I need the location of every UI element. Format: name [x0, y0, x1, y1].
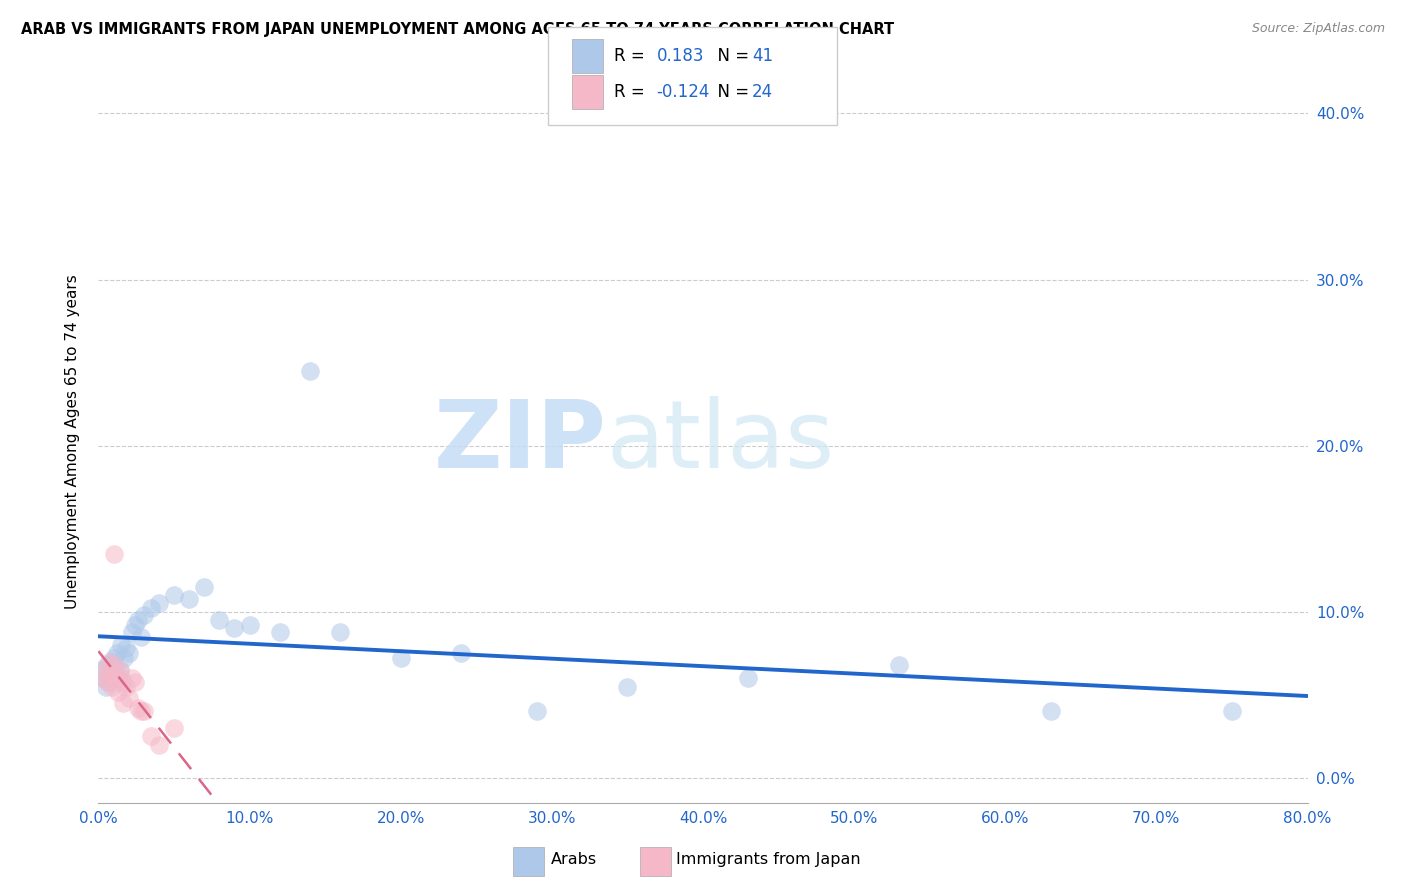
Point: [108, 663, 131, 677]
Text: 24: 24: [752, 83, 773, 101]
Point: [93, 671, 115, 685]
Text: ARAB VS IMMIGRANTS FROM JAPAN UNEMPLOYMENT AMONG AGES 65 TO 74 YEARS CORRELATION: ARAB VS IMMIGRANTS FROM JAPAN UNEMPLOYME…: [21, 22, 894, 37]
Point: [132, 608, 155, 623]
Point: [141, 601, 163, 615]
Text: N =: N =: [707, 47, 755, 65]
Point: [107, 671, 129, 685]
Point: [450, 646, 472, 660]
Point: [108, 663, 131, 677]
Point: [96, 674, 118, 689]
Point: [224, 621, 246, 635]
Point: [124, 618, 146, 632]
Point: [127, 613, 149, 627]
Point: [94, 663, 117, 677]
Point: [110, 671, 132, 685]
Text: R =: R =: [614, 83, 651, 101]
Point: [104, 661, 127, 675]
Point: [616, 680, 638, 694]
Text: Source: ZipAtlas.com: Source: ZipAtlas.com: [1251, 22, 1385, 36]
Point: [90, 663, 112, 677]
Point: [299, 364, 322, 378]
Point: [1220, 705, 1243, 719]
Point: [127, 701, 149, 715]
Point: [98, 674, 121, 689]
Point: [389, 651, 412, 665]
Point: [148, 738, 170, 752]
Point: [132, 705, 155, 719]
Point: [111, 674, 134, 689]
Point: [114, 680, 136, 694]
Point: [737, 671, 759, 685]
Point: [526, 705, 548, 719]
Point: [107, 684, 129, 698]
Point: [98, 655, 121, 669]
Point: [889, 657, 911, 672]
Point: [100, 668, 122, 682]
Point: [239, 618, 262, 632]
Point: [163, 588, 186, 602]
Point: [105, 674, 128, 689]
Point: [121, 624, 143, 639]
Y-axis label: Unemployment Among Ages 65 to 74 years: Unemployment Among Ages 65 to 74 years: [65, 274, 80, 609]
Point: [94, 680, 117, 694]
Point: [141, 730, 163, 744]
Point: [114, 641, 136, 656]
Point: [269, 624, 291, 639]
Point: [111, 696, 134, 710]
Point: [1039, 705, 1062, 719]
Text: atlas: atlas: [606, 395, 835, 488]
Text: Immigrants from Japan: Immigrants from Japan: [676, 853, 860, 867]
Text: -0.124: -0.124: [657, 83, 710, 101]
Point: [112, 651, 135, 665]
Point: [148, 597, 170, 611]
Point: [103, 547, 125, 561]
Point: [101, 680, 124, 694]
Text: N =: N =: [707, 83, 755, 101]
Point: [129, 630, 152, 644]
Point: [179, 591, 201, 606]
Point: [91, 671, 114, 685]
Point: [124, 674, 146, 689]
Text: ZIP: ZIP: [433, 395, 606, 488]
Point: [121, 671, 143, 685]
Point: [105, 646, 128, 660]
Point: [118, 691, 141, 706]
Point: [193, 580, 215, 594]
Point: [103, 651, 125, 665]
Text: 0.183: 0.183: [657, 47, 704, 65]
Point: [118, 646, 141, 660]
Point: [208, 613, 231, 627]
Text: R =: R =: [614, 47, 651, 65]
Text: Arabs: Arabs: [551, 853, 598, 867]
Point: [96, 657, 118, 672]
Point: [101, 655, 124, 669]
Point: [104, 671, 127, 685]
Point: [110, 638, 132, 652]
Point: [100, 668, 122, 682]
Point: [103, 657, 125, 672]
Text: 41: 41: [752, 47, 773, 65]
Point: [329, 624, 352, 639]
Point: [163, 721, 186, 735]
Point: [129, 705, 152, 719]
